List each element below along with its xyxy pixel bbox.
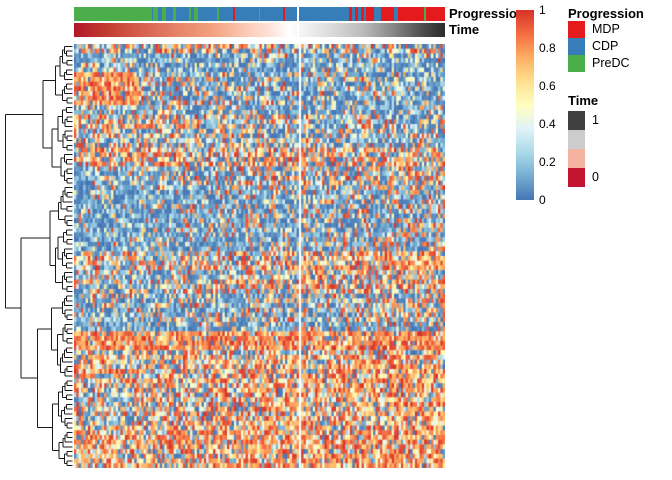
progression-segment-cdp (218, 7, 234, 21)
progression-segment-mdp (282, 7, 285, 21)
time-legend-swatch (568, 130, 585, 149)
time-legend-title: Time (568, 93, 599, 108)
progression-segment-mdp (426, 7, 445, 21)
progression-segment-predc (172, 7, 176, 21)
legend-swatch-cdp (568, 38, 585, 55)
column-split-gap (297, 23, 300, 37)
progression-legend-title: Progression (568, 6, 644, 21)
progression-segment-predc (153, 7, 158, 21)
progression-segment-predc (188, 7, 191, 21)
progression-segment-mdp (233, 7, 235, 21)
progression-segment-predc (258, 7, 261, 21)
time-legend-swatch (568, 168, 585, 187)
colorbar-tick-label: 0 (539, 193, 546, 207)
dendrogram-lines (4, 45, 73, 467)
progression-segment-predc (74, 7, 152, 21)
time-annotation-bar (74, 23, 445, 37)
time-legend-swatch (568, 149, 585, 168)
progression-segment-mdp (349, 7, 352, 21)
progression-segment-predc (162, 7, 166, 21)
progression-segment-cdp (190, 7, 195, 21)
progression-segment-predc (194, 7, 199, 21)
progression-annotation-bar (74, 7, 445, 21)
colorbar-tick-label: 0.4 (539, 117, 556, 131)
colorbar-tick-label: 0.6 (539, 79, 556, 93)
heatmap-body (74, 44, 445, 468)
progression-segment-cdp (151, 7, 154, 21)
progression-segment-mdp (397, 7, 424, 21)
progression-segment-predc (423, 7, 427, 21)
colorbar-tick-label: 0.8 (539, 41, 556, 55)
progression-segment-cdp (351, 7, 356, 21)
time-legend-swatch (568, 111, 585, 130)
legend-item-label: MDP (592, 22, 620, 36)
progression-segment-cdp (393, 7, 398, 21)
progression-segment-cdp (260, 7, 283, 21)
time-legend-label: 0 (592, 170, 599, 184)
time-annotation-gradient (74, 23, 445, 37)
progression-segment-cdp (234, 7, 259, 21)
row-dendrogram (4, 45, 73, 467)
time-annotation-label: Time (449, 22, 480, 37)
legend-item-label: CDP (592, 39, 619, 53)
colorbar-tick-label: 0.2 (539, 155, 556, 169)
progression-segment-cdp (165, 7, 173, 21)
progression-segment-cdp (358, 7, 361, 21)
progression-segment-mdp (355, 7, 359, 21)
progression-segment-mdp (380, 7, 394, 21)
legend-swatch-mdp (568, 21, 585, 38)
time-legend-label: 1 (592, 113, 599, 127)
progression-segment-cdp (284, 7, 298, 21)
progression-segment-cdp (373, 7, 381, 21)
progression-segment-cdp (299, 7, 350, 21)
progression-annotation-label: Progression (449, 6, 525, 21)
legend-item-label: PreDC (592, 56, 630, 70)
progression-segment-cdp (157, 7, 163, 21)
progression-segment-cdp (198, 7, 217, 21)
value-colorbar (516, 10, 534, 200)
column-split-gap (297, 7, 299, 21)
progression-segment-predc (216, 7, 219, 21)
progression-segment-cdp (175, 7, 189, 21)
progression-segment-mdp (365, 7, 374, 21)
legend-swatch-predc (568, 55, 585, 72)
progression-segment-mdp (360, 7, 365, 21)
colorbar-tick-label: 1 (539, 3, 546, 17)
progression-segment-cdp (364, 7, 366, 21)
